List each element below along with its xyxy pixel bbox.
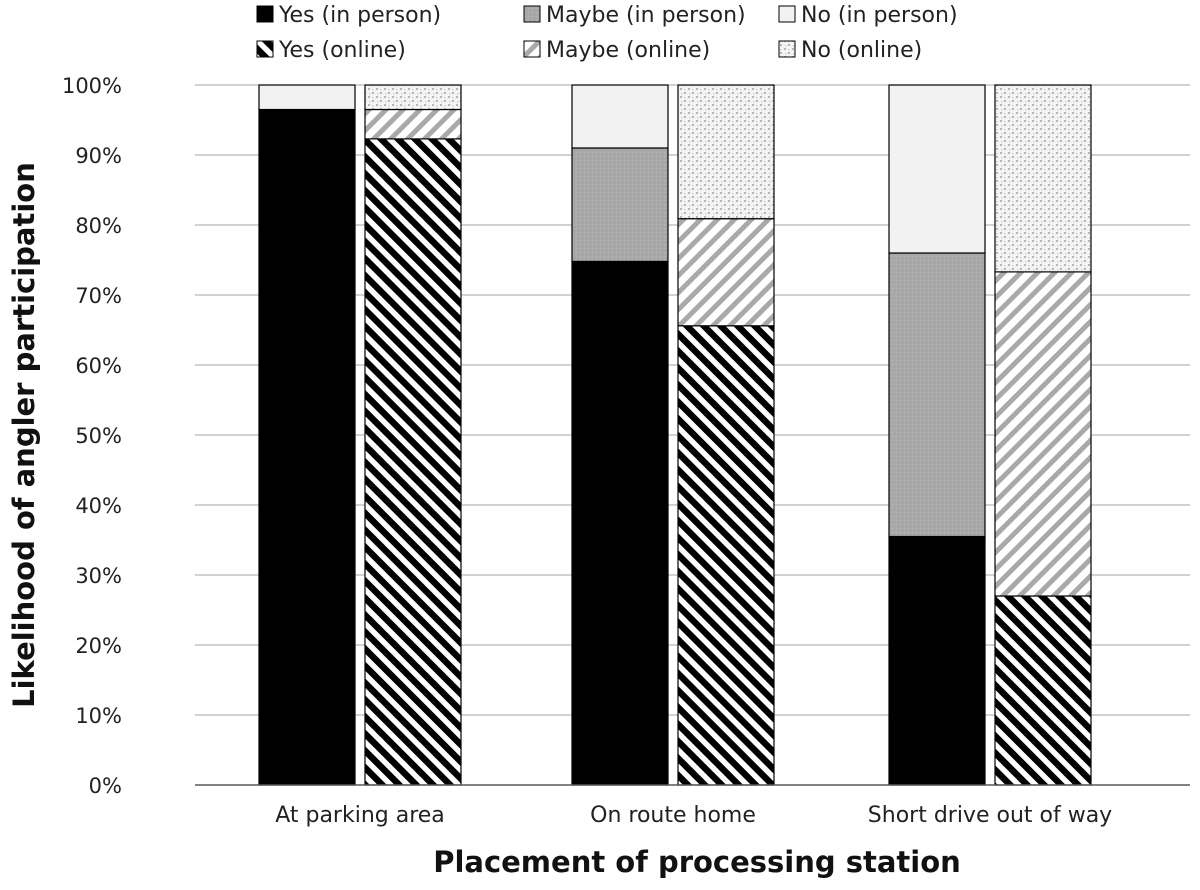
bar-segment-yes-in-person: [571, 260, 669, 786]
y-tick-label: 50%: [75, 424, 122, 448]
y-tick-label: 100%: [62, 74, 122, 98]
y-tick-label: 70%: [75, 284, 122, 308]
legend-label-no-online: No (online): [801, 38, 922, 63]
x-tick-label: Short drive out of way: [868, 803, 1112, 828]
legend-swatch-maybe-online: [523, 40, 541, 58]
y-tick-label: 80%: [75, 214, 122, 238]
bar-segment-yes-online: [994, 595, 1092, 786]
x-tick-label: At parking area: [275, 803, 445, 828]
bar-segment-yes-online: [364, 138, 462, 786]
y-axis-label: Likelihood of angler participation: [7, 162, 41, 708]
bar-segment-no-in-person: [258, 84, 356, 111]
legend-label-maybe-in-person: Maybe (in person): [546, 3, 746, 28]
legend-label-no-in-person: No (in person): [801, 3, 958, 28]
bar-segment-no-in-person: [571, 84, 669, 149]
legend-label-yes-online: Yes (online): [278, 38, 406, 63]
legend-swatch-yes-online: [256, 40, 274, 58]
legend-label-maybe-online: Maybe (online): [546, 38, 710, 63]
y-tick-label: 20%: [75, 634, 122, 658]
legend-label-yes-in-person: Yes (in person): [278, 3, 441, 28]
y-tick-label: 10%: [75, 704, 122, 728]
y-tick-label: 0%: [89, 774, 122, 798]
x-tick-label: On route home: [590, 803, 756, 828]
bar-segment-no-online: [677, 84, 775, 220]
legend-swatch-no-in-person: [778, 5, 796, 23]
bar-segment-maybe-in-person: [888, 252, 986, 538]
y-tick-label: 90%: [75, 144, 122, 168]
x-axis-label: Placement of processing station: [433, 845, 961, 879]
y-tick-label: 40%: [75, 494, 122, 518]
bar-segment-maybe-online: [364, 108, 462, 140]
legend: Yes (in person) Maybe (in person) No (in p…: [256, 3, 958, 63]
legend-swatch-maybe-in-person: [523, 5, 541, 23]
bar-segment-yes-in-person: [258, 108, 356, 786]
bar-segment-no-online: [364, 84, 462, 111]
bar-segment-no-in-person: [888, 84, 986, 254]
legend-swatch-yes-in-person: [256, 5, 274, 23]
axes: 0% 10% 20% 30% 40% 50% 60% 70% 80% 90% 100% At park…: [62, 74, 1190, 828]
bar-segment-maybe-online: [994, 271, 1092, 597]
bar-segment-no-online: [994, 84, 1092, 273]
bar-segment-yes-in-person: [888, 535, 986, 786]
bar-segment-yes-online: [677, 325, 775, 786]
legend-swatch-no-online: [778, 40, 796, 58]
y-tick-label: 60%: [75, 354, 122, 378]
y-tick-label: 30%: [75, 564, 122, 588]
bar-segment-maybe-online: [677, 218, 775, 327]
bar-segment-maybe-in-person: [571, 147, 669, 263]
